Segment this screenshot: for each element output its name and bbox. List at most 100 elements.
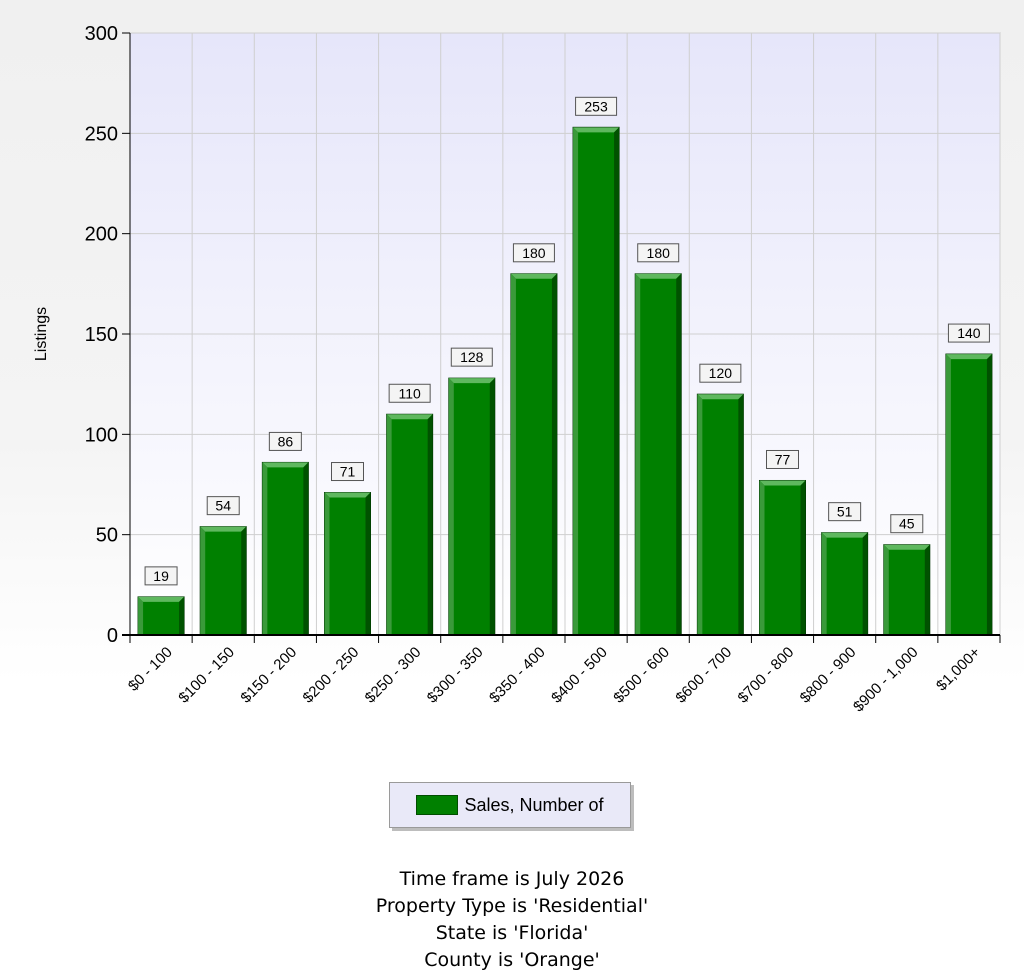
x-tick-label: $500 - 600 — [610, 644, 673, 707]
data-label-box — [512, 243, 555, 263]
data-label-box — [388, 383, 431, 403]
data-label: 45 — [899, 516, 915, 532]
data-label: 180 — [522, 245, 546, 261]
bar-left-bevel — [448, 378, 454, 635]
bar — [759, 479, 806, 636]
footer-property-type: Property Type is 'Residential' — [375, 895, 649, 917]
bar-right-shade — [489, 378, 495, 635]
bar-left-bevel — [945, 354, 951, 635]
x-tick-label: $1,000+ — [933, 644, 984, 695]
bar-right-shade — [676, 273, 682, 635]
data-label-box — [766, 449, 799, 469]
bar-top-bevel — [635, 273, 682, 279]
bar-left-bevel — [386, 414, 392, 635]
bar-left-bevel — [697, 394, 703, 635]
bar-right-shade — [800, 480, 806, 635]
bar-right-shade — [241, 526, 247, 635]
bar — [199, 526, 247, 636]
data-label-box — [890, 514, 924, 534]
bar-left-bevel — [138, 596, 144, 635]
data-label: 180 — [647, 245, 671, 261]
data-label: 77 — [775, 451, 791, 467]
x-tick-label: $100 - 150 — [175, 644, 238, 707]
bar-right-shade — [986, 354, 992, 635]
bar-right-shade — [738, 394, 744, 635]
x-tick-label: $350 - 400 — [486, 644, 549, 707]
bar-top-bevel — [573, 127, 620, 133]
data-label: 120 — [709, 365, 733, 381]
bar-left-bevel — [759, 480, 765, 635]
bar-left-bevel — [510, 273, 516, 635]
bars: 19 54 86 71 110 128 180 253 180 120 77 51 45 140 — [137, 96, 993, 636]
bar — [324, 492, 371, 636]
x-tick-label: $600 - 700 — [672, 644, 735, 707]
bar — [386, 413, 434, 636]
y-axis-label: Listings — [33, 307, 50, 361]
data-label: 86 — [278, 433, 294, 449]
bar-top-bevel — [200, 526, 247, 532]
bar-left-bevel — [635, 273, 641, 635]
bar-top-bevel — [821, 532, 868, 538]
bar-left-bevel — [821, 532, 827, 635]
data-label-box — [268, 431, 302, 451]
y-tick-label: 150 — [85, 324, 118, 346]
bar — [448, 377, 496, 636]
data-label: 19 — [153, 568, 169, 584]
y-tick-label: 100 — [85, 424, 118, 446]
data-label-box — [637, 243, 680, 263]
footer-county: County is 'Orange' — [424, 949, 600, 971]
bar-top-bevel — [138, 596, 185, 602]
bar-right-shade — [179, 596, 185, 635]
bar-left-bevel — [324, 492, 330, 635]
bar-top-bevel — [448, 378, 495, 384]
bar-left-bevel — [573, 127, 579, 636]
data-label-box — [575, 96, 618, 116]
data-label: 71 — [340, 464, 356, 480]
x-tick-label: $0 - 100 — [125, 644, 176, 695]
y-tick-label: 0 — [107, 625, 118, 647]
footer-state: State is 'Florida' — [435, 922, 589, 944]
data-label: 140 — [957, 325, 981, 341]
data-label-box — [331, 462, 364, 482]
legend: Sales, Number of — [389, 782, 631, 828]
y-tick-label: 200 — [85, 224, 118, 246]
data-label-box — [947, 323, 990, 343]
bar — [137, 596, 185, 636]
bar-left-bevel — [262, 462, 268, 635]
data-label: 51 — [837, 504, 853, 520]
y-tick-label: 50 — [96, 525, 118, 547]
y-tick-label: 250 — [85, 123, 118, 145]
bar-top-bevel — [510, 273, 557, 279]
data-label-box — [699, 363, 742, 383]
data-label-box — [206, 496, 240, 516]
bar-top-bevel — [324, 492, 371, 498]
x-tick-label: $700 - 800 — [735, 644, 798, 707]
x-tick-label: $800 - 900 — [797, 644, 860, 707]
bar — [261, 461, 309, 636]
bar-right-shade — [862, 532, 868, 635]
data-label-box — [828, 502, 862, 522]
legend-swatch — [416, 795, 459, 815]
legend-label: Sales, Number of — [464, 794, 604, 815]
data-label-box — [144, 566, 178, 586]
data-label: 54 — [215, 498, 231, 514]
bar-right-shade — [924, 544, 930, 635]
data-label-box — [450, 347, 493, 367]
bar — [945, 353, 993, 636]
footer-time-frame: Time frame is July 2026 — [399, 868, 625, 890]
bar-top-bevel — [262, 462, 309, 468]
bar-right-shade — [303, 462, 309, 635]
x-tick-label: $300 - 350 — [424, 644, 487, 707]
x-tick-label: $250 - 300 — [362, 644, 425, 707]
data-label: 128 — [460, 349, 484, 365]
filter-summary: Time frame is July 2026 Property Type is… — [0, 866, 1024, 974]
bar-right-shade — [551, 273, 557, 635]
bar — [883, 544, 931, 636]
data-label: 253 — [584, 98, 608, 114]
bar-top-bevel — [945, 354, 992, 360]
bar-top-bevel — [697, 394, 744, 400]
bar-chart: 19 54 86 71 110 128 180 253 180 120 77 51 45 140 0 50 1… — [33, 23, 1001, 715]
bar-left-bevel — [200, 526, 206, 635]
y-tick-label: 300 — [85, 23, 118, 45]
bar-top-bevel — [386, 414, 433, 420]
